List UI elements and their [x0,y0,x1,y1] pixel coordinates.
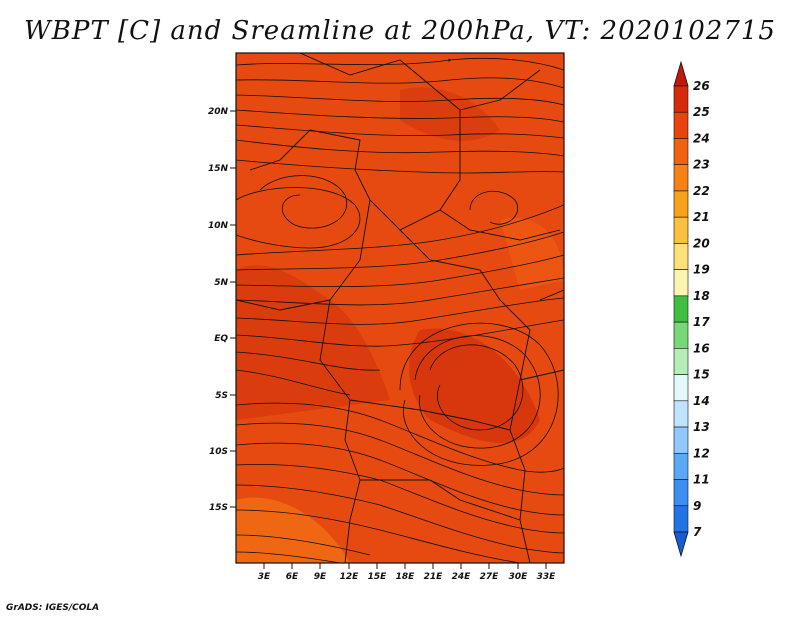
colorbar-segment [673,374,689,402]
lon-tick-33e: 33E [537,563,557,582]
colorbar-segment [673,505,689,533]
lat-label: 5N [214,278,228,288]
lon-label: 18E [396,572,416,582]
colorbar: 26 25 24 23 22 21 20 19 18 17 16 15 14 13 12 11 9 7 [673,60,710,558]
colorbar-bottom-triangle [673,531,689,558]
colorbar-top-triangle [673,60,689,87]
grads-credit: GrADS: IGES/COLA [6,603,100,613]
lon-tick-3e: 3E [258,563,271,582]
lat-tick-5s: 5S [215,391,236,401]
colorbar-label: 13 [693,420,710,434]
lon-tick-24e: 24E [452,563,472,582]
colorbar-label: 21 [693,210,710,224]
map-title: WBPT [C] and Sreamline at 200hPa, VT: 20… [24,16,776,46]
lon-label: 3E [258,572,271,582]
colorbar-segment [673,400,689,428]
colorbar-segment [673,452,689,480]
lon-label: 6E [286,572,299,582]
colorbar-label: 15 [693,368,710,382]
colorbar-label: 20 [693,236,710,250]
colorbar-segment [673,479,689,507]
lon-tick-27e: 27E [480,563,500,582]
colorbar-label: 26 [693,79,710,93]
lat-tick-15n: 15N [208,164,236,174]
lon-axis: 3E 6E 9E 12E 15E 18E 21E 24E 27E 30E 33E [258,563,556,582]
wbpt-field [236,53,564,563]
lon-label: 33E [537,572,557,582]
lat-tick-10s: 10S [209,447,236,457]
lat-axis: 20N 15N 10N 5N EQ 5S 10S 15S [208,107,236,513]
colorbar-label: 9 [693,499,701,513]
colorbar-segment [673,138,689,166]
lon-label: 24E [452,572,472,582]
lat-label: 15S [209,503,228,513]
colorbar-segment [673,190,689,218]
colorbar-segment [673,164,689,192]
lon-label: 21E [424,572,444,582]
colorbar-label: 19 [693,263,710,277]
colorbar-segment [673,426,689,454]
lon-label: 30E [509,572,529,582]
lat-tick-10n: 10N [208,221,236,231]
lon-tick-12e: 12E [340,563,360,582]
colorbar-label: 7 [693,525,702,539]
lat-label: 10N [208,221,229,231]
lon-label: 12E [340,572,360,582]
colorbar-segment [673,295,689,323]
lat-label: 10S [209,447,228,457]
map-frame [235,52,565,564]
colorbar-label: 18 [693,289,710,303]
colorbar-segment [673,321,689,349]
lat-label: 15N [208,164,229,174]
lat-label: 20N [208,107,229,117]
colorbar-label: 14 [693,394,710,408]
colorbar-segment [673,216,689,244]
lon-label: 9E [314,572,327,582]
colorbar-segment [673,111,689,139]
colorbar-segment [673,85,689,113]
lat-tick-5n: 5N [214,278,236,288]
lat-tick-15s: 15S [209,503,236,513]
colorbar-segment [673,269,689,297]
colorbar-segment [673,243,689,270]
lon-tick-21e: 21E [424,563,444,582]
lon-label: 15E [368,572,388,582]
country-boundaries [236,53,564,563]
colorbar-label: 23 [693,158,710,172]
lat-label: 5S [215,391,228,401]
colorbar-label: 11 [693,473,710,487]
lat-tick-20n: 20N [208,107,236,117]
lat-label: EQ [214,334,228,344]
colorbar-label: 16 [693,341,710,355]
colorbar-label: 22 [693,184,710,198]
colorbar-label: 25 [693,105,710,119]
lon-tick-6e: 6E [286,563,299,582]
colorbar-label: 24 [693,131,710,145]
lon-tick-30e: 30E [509,563,529,582]
lon-tick-18e: 18E [396,563,416,582]
colorbar-label: 12 [693,446,710,460]
lon-label: 27E [480,572,500,582]
lat-tick-eq: EQ [214,334,236,344]
colorbar-label: 17 [693,315,710,329]
colorbar-segment [673,348,689,375]
lon-tick-9e: 9E [314,563,327,582]
lon-tick-15e: 15E [368,563,388,582]
